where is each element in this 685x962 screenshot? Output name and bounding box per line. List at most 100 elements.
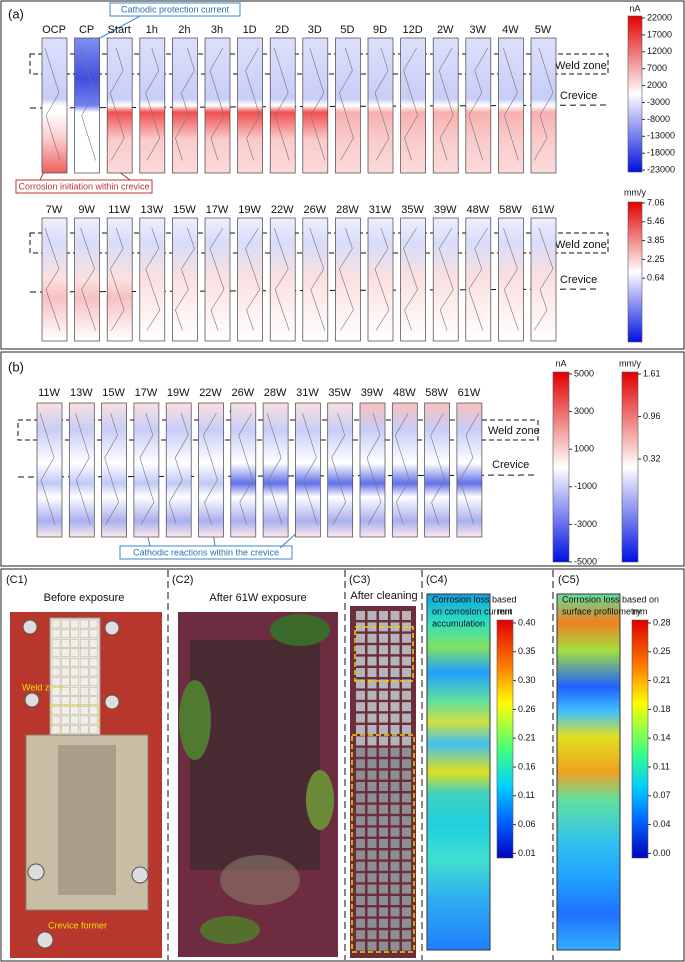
photo-square bbox=[379, 679, 388, 689]
panel-label: (b) bbox=[8, 359, 24, 374]
photo-algae bbox=[270, 614, 330, 646]
photo-square bbox=[70, 725, 80, 734]
photo-square bbox=[402, 702, 411, 712]
strip-label: 12D bbox=[403, 24, 423, 36]
photo-square bbox=[61, 629, 70, 638]
photo-square bbox=[61, 619, 70, 629]
strip-label: 39W bbox=[434, 204, 457, 216]
colorbar bbox=[627, 201, 643, 343]
contour bbox=[44, 227, 61, 331]
colorbar-tick-label: 0.18 bbox=[653, 704, 671, 714]
photo-square bbox=[79, 658, 89, 667]
colorbar-tick-label: 0.07 bbox=[653, 790, 671, 800]
photo-square bbox=[390, 930, 400, 940]
strip-label: 58W bbox=[425, 387, 448, 399]
panel-title: Corrosion loss based bbox=[432, 594, 517, 604]
contour bbox=[374, 227, 390, 331]
strip-label: Start bbox=[108, 24, 131, 36]
contour bbox=[175, 227, 195, 331]
photo-square bbox=[402, 770, 411, 780]
heatmap-strip bbox=[432, 37, 459, 174]
colorbar-tick-label: 3.85 bbox=[647, 235, 665, 245]
photo-square bbox=[402, 907, 411, 917]
photo-screw bbox=[104, 620, 120, 636]
colorbar-tick-label: 0.16 bbox=[518, 761, 536, 771]
photo-square bbox=[356, 918, 365, 928]
photo-square bbox=[379, 907, 388, 917]
photo-square bbox=[51, 658, 61, 667]
strip-label: OCP bbox=[42, 24, 66, 36]
photo-square bbox=[402, 759, 411, 769]
photo-square bbox=[379, 759, 388, 769]
colorbar bbox=[627, 15, 643, 173]
panel-c-frame bbox=[0, 568, 685, 962]
strip-label: 15W bbox=[102, 387, 125, 399]
contour bbox=[203, 412, 218, 525]
colorbar-tick-label: 0.26 bbox=[518, 704, 536, 714]
photo-square bbox=[356, 861, 365, 871]
photo-square bbox=[390, 770, 400, 780]
photo-square bbox=[79, 639, 89, 648]
heatmap-strip bbox=[302, 37, 329, 174]
photo-square bbox=[379, 782, 388, 791]
photo-square bbox=[367, 850, 377, 860]
photo-algae bbox=[200, 916, 260, 944]
colorbar-tick-label: 0.06 bbox=[518, 819, 536, 829]
colorbar-tick-label: 3000 bbox=[574, 406, 594, 416]
photo-square bbox=[356, 645, 365, 655]
panel-a-frame bbox=[0, 0, 685, 350]
strip-label: 3W bbox=[470, 24, 487, 36]
colorbar-unit: mm/y bbox=[624, 187, 646, 197]
colorbar-tick-label: -3000 bbox=[647, 97, 670, 107]
contour bbox=[394, 412, 410, 525]
photo-square bbox=[379, 850, 388, 860]
heatmap-strip bbox=[204, 37, 231, 174]
contour bbox=[533, 47, 554, 161]
photo-square bbox=[51, 725, 61, 734]
photo-square bbox=[379, 941, 388, 951]
photo-square bbox=[356, 816, 365, 826]
photo-square bbox=[379, 656, 388, 666]
photo-square bbox=[79, 629, 89, 638]
heatmap-strip bbox=[456, 402, 483, 538]
loss-map bbox=[556, 593, 621, 951]
heatmap-strip bbox=[400, 217, 426, 342]
colorbar-tick-label: 0.21 bbox=[653, 675, 671, 685]
panel-title: After 61W exposure bbox=[209, 592, 306, 604]
colorbar-tick-label: 0.64 bbox=[647, 273, 665, 283]
heatmap-strip bbox=[391, 402, 418, 538]
callout-box bbox=[119, 545, 293, 560]
photo-square bbox=[367, 918, 377, 928]
photo-square bbox=[356, 782, 365, 791]
photo-square bbox=[70, 696, 80, 705]
callout: Corrosion initiation within crevice bbox=[18, 181, 149, 191]
photo-fouling bbox=[190, 640, 320, 870]
photo-square bbox=[379, 690, 388, 700]
strip-label: 13W bbox=[70, 387, 93, 399]
contour bbox=[145, 47, 161, 161]
photo-square bbox=[367, 839, 377, 848]
photo-square bbox=[70, 706, 80, 715]
strip-label: 17W bbox=[206, 204, 229, 216]
photo-screw bbox=[131, 866, 149, 884]
strip-label: 19W bbox=[167, 387, 190, 399]
photo-square bbox=[390, 782, 400, 791]
contour bbox=[80, 227, 96, 331]
photo-square bbox=[390, 896, 400, 905]
colorbar-tick-label: 0.32 bbox=[643, 453, 661, 463]
photo-square bbox=[367, 702, 377, 712]
photo-square bbox=[89, 687, 98, 696]
strip-label: 31W bbox=[296, 387, 319, 399]
photo-square bbox=[356, 690, 365, 700]
photo-square bbox=[402, 725, 411, 734]
photo-square bbox=[356, 884, 365, 894]
photo-square bbox=[61, 677, 70, 686]
photo-square bbox=[390, 656, 400, 666]
strip-label: 5D bbox=[340, 24, 354, 36]
photo-square bbox=[390, 725, 400, 734]
photo-square bbox=[367, 816, 377, 826]
photo-square bbox=[367, 941, 377, 951]
photo-square bbox=[402, 873, 411, 883]
callout-box bbox=[109, 2, 241, 17]
